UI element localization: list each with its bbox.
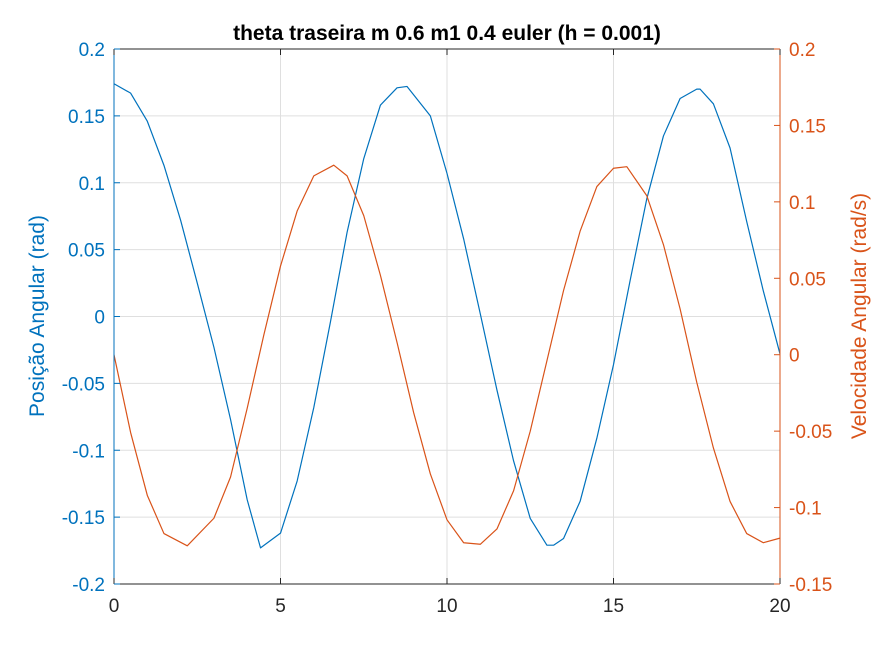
x-tick-label: 15 — [603, 596, 624, 617]
y-right-tick-label: 0 — [789, 346, 800, 367]
y-left-tick-label: 0.1 — [79, 174, 105, 195]
y-left-tick-label: -0.1 — [72, 441, 105, 462]
y-right-tick-label: 0.05 — [789, 269, 826, 290]
y-right-tick-label: 0.2 — [789, 40, 815, 61]
y-axis-label-right: Velocidade Angular (rad/s) — [848, 193, 871, 439]
series-line-velocity — [113, 164, 781, 547]
y-left-tick-label: -0.2 — [72, 575, 105, 596]
series-line-position — [113, 83, 781, 549]
x-tick-label: 0 — [109, 596, 120, 617]
x-tick-label: 5 — [275, 596, 286, 617]
tick-labels: 0 5 10 15 20 -0.2 -0.15 -0.1 -0.05 0 0.05 0.1 0.15 0.… — [62, 40, 833, 617]
y-axis-label-left: Posição Angular (rad) — [26, 215, 49, 417]
y-left-tick-label: 0.05 — [68, 241, 105, 262]
y-left-tick-label: 0 — [94, 308, 105, 329]
x-tick-label: 10 — [436, 596, 457, 617]
y-left-tick-label: 0.2 — [79, 40, 105, 61]
y-left-tick-label: 0.15 — [68, 107, 105, 128]
y-left-tick-label: -0.05 — [62, 374, 105, 395]
y-right-tick-label: -0.15 — [789, 575, 832, 596]
y-right-tick-label: -0.05 — [789, 422, 832, 443]
y-left-tick-label: -0.15 — [62, 508, 105, 529]
chart-title: theta traseira m 0.6 m1 0.4 euler (h = 0… — [233, 22, 661, 45]
series-lines — [113, 83, 781, 549]
y-right-tick-label: -0.1 — [789, 499, 822, 520]
x-tick-label: 20 — [769, 596, 790, 617]
y-right-tick-label: 0.1 — [789, 193, 815, 214]
y-right-tick-label: 0.15 — [789, 116, 826, 137]
axes — [113, 48, 781, 585]
